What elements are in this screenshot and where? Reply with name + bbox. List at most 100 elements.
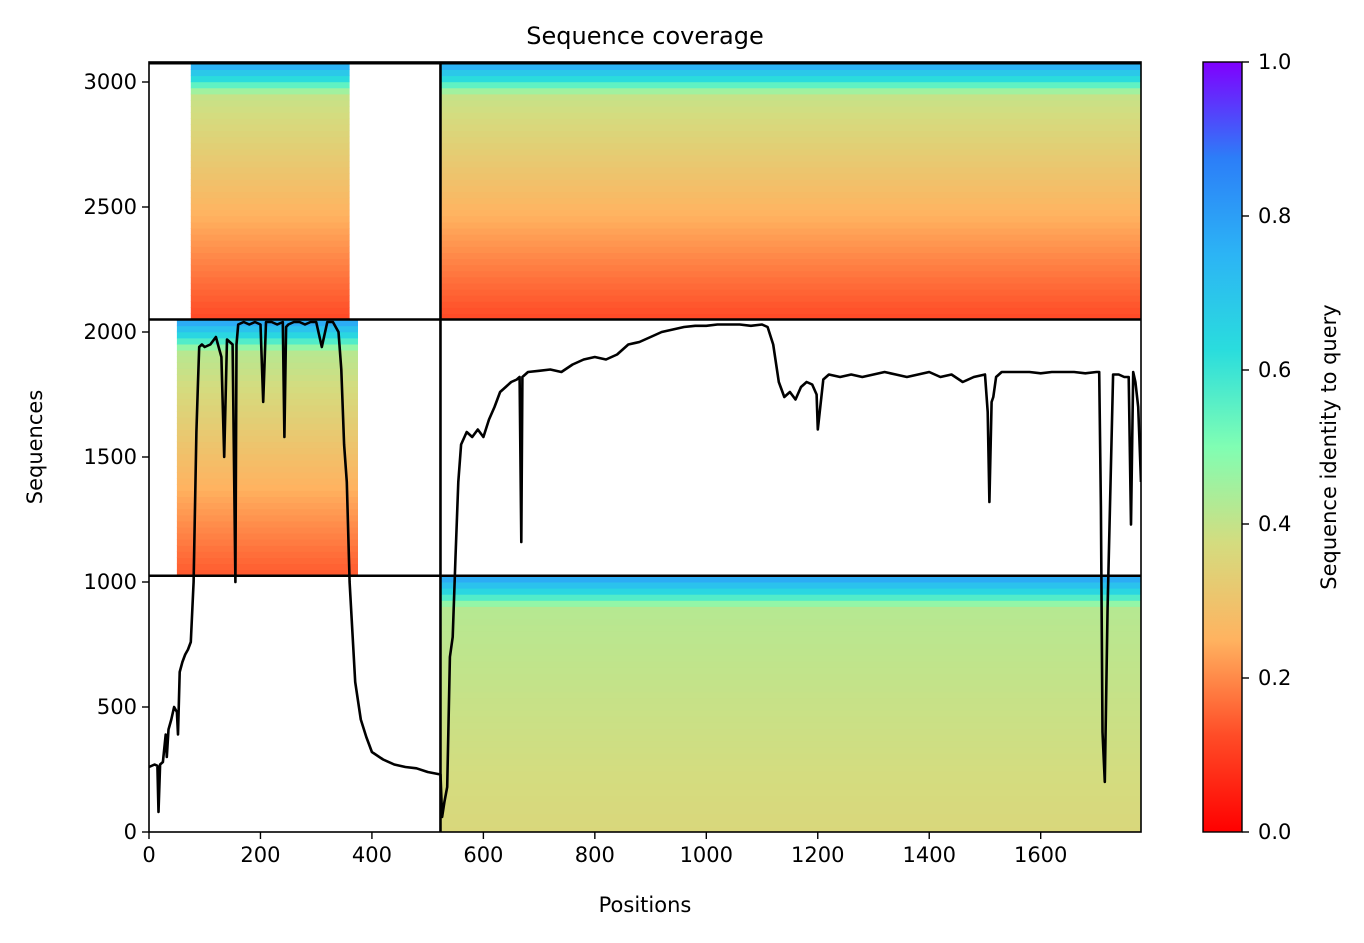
heatmap-row [190,215,350,223]
heatmap-row [190,307,350,314]
heatmap-row [440,673,1141,681]
heatmap-row [190,124,350,131]
y-tick-label: 0 [124,820,137,844]
y-tick-label: 1000 [84,570,137,594]
heatmap-row [176,337,358,345]
heatmap-row [176,362,358,369]
heatmap-row [176,398,358,406]
heatmap-row [440,276,1141,284]
heatmap-row [440,167,1141,174]
heatmap-row [440,160,1141,168]
x-tick-label: 1000 [680,843,733,867]
heatmap-row [176,563,358,571]
heatmap-row [176,356,358,363]
colorbar-axis: 0.0 0.2 0.4 0.6 0.8 1.0 [1242,50,1291,844]
heatmap-row [176,331,358,339]
heatmap-row [440,588,1141,595]
heatmap-row [440,258,1141,266]
heatmap-row [440,203,1141,211]
heatmap-row [176,417,358,424]
colorbar-tick-label: 0.6 [1258,358,1291,382]
heatmap-row [440,215,1141,223]
heatmap-row [176,496,358,504]
heatmap-row [440,234,1141,241]
heatmap-row [440,594,1141,601]
heatmap-row [440,179,1141,186]
colorbar-tick-label: 0.4 [1258,512,1291,536]
heatmap-row [440,740,1141,748]
heatmap-row [440,649,1141,656]
heatmap-row [176,490,358,497]
x-tick-label: 1600 [1014,843,1067,867]
heatmap-row [440,154,1141,162]
x-tick-label: 1200 [791,843,844,867]
heatmap-row [440,746,1141,754]
heatmap-row [190,99,350,107]
heatmap-row [190,197,350,205]
heatmap-row [440,661,1141,668]
heatmap-row [440,81,1141,89]
heatmap-row [440,716,1141,723]
heatmap-row [190,106,350,113]
heatmap-row [176,429,358,436]
heatmap-row [176,539,358,546]
heatmap-row [176,465,358,473]
colorbar [1203,62,1242,832]
heatmap-row [176,569,358,577]
heatmap-row [440,612,1141,620]
x-tick-label: 600 [463,843,503,867]
colorbar-frame [1202,61,1243,833]
heatmap-row [176,441,358,449]
heatmap-row [440,777,1141,784]
heatmap-row [176,392,358,400]
heatmap-row [440,99,1141,107]
heatmap-row [440,93,1141,101]
heatmap-row [440,185,1141,192]
heatmap-row [440,282,1141,290]
y-tick-label: 500 [97,695,137,719]
heatmap-row [190,276,350,284]
heatmap-row [440,801,1141,809]
heatmap-row [190,185,350,192]
heatmap-row [190,167,350,174]
colorbar-tick-label: 1.0 [1258,50,1291,74]
y-tick-label: 2500 [84,195,137,219]
colorbar-tick-label: 0.2 [1258,666,1291,690]
heatmap-row [176,508,358,516]
heatmap-row [190,160,350,168]
heatmap-row [440,63,1141,70]
heatmap-row [190,252,350,260]
heatmap-row [176,557,358,565]
heatmap-row [440,118,1141,125]
heatmap-row [440,252,1141,260]
heatmap-row [440,758,1141,766]
heatmap-row [190,270,350,278]
heatmap-row [440,813,1141,821]
heatmap-row [176,459,358,467]
heatmap-row [440,75,1141,83]
heatmap-row [176,520,358,528]
y-axis-title: Sequences [23,390,47,505]
heatmap-row [190,154,350,162]
heatmap-row [190,203,350,211]
heatmap-row [440,734,1141,742]
heatmap-row [190,234,350,241]
heatmap-row [440,221,1141,229]
heatmap-row [190,240,350,247]
heatmap-row [440,301,1141,308]
heatmap-row [176,411,358,418]
heatmap-row [440,112,1141,119]
heatmap-row [440,240,1141,247]
x-tick-label: 0 [142,843,155,867]
heatmap-row [190,258,350,266]
heatmap-row [190,75,350,83]
heatmap-row [440,295,1141,302]
heatmap-row [190,209,350,217]
heatmap-row [176,472,358,479]
chain-boundaries [149,61,1141,832]
heatmap-row [190,191,350,199]
heatmap-row [440,581,1141,589]
heatmap-row [190,221,350,229]
heatmap-row [440,307,1141,314]
